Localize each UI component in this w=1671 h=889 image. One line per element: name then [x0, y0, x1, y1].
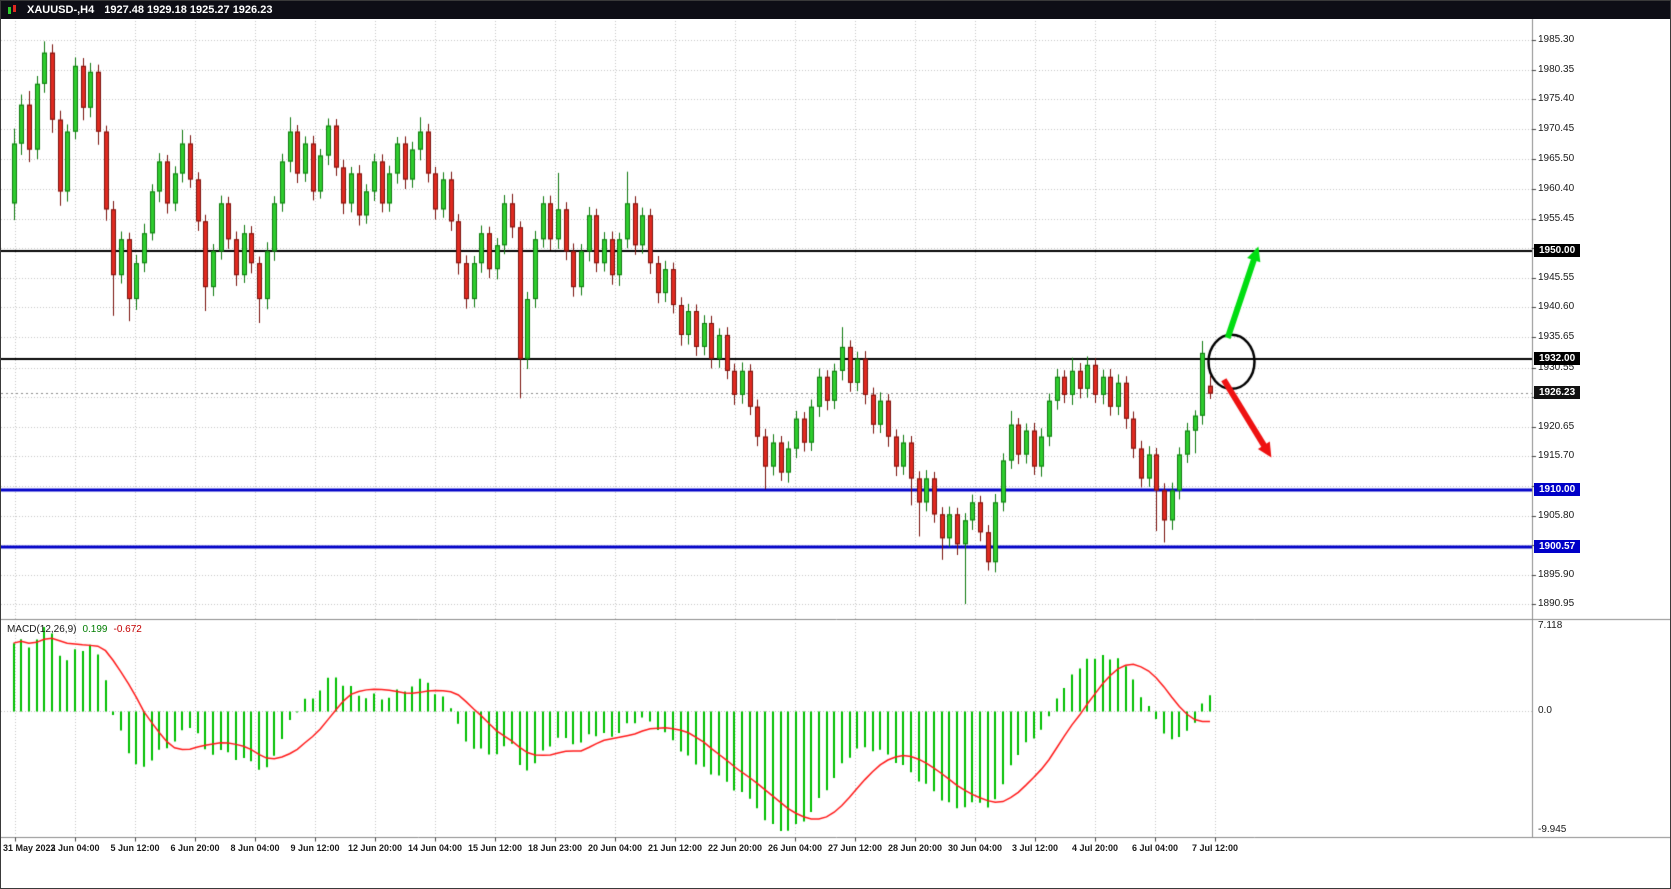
macd-name: MACD(12,26,9): [7, 624, 77, 635]
symbol-period-label: XAUUSD-,H4: [27, 4, 95, 16]
chart-title-bar[interactable]: XAUUSD-,H4 1927.48 1929.18 1925.27 1926.…: [1, 1, 1670, 19]
macd-indicator-label: MACD(12,26,9) 0.199 -0.672: [7, 624, 142, 635]
ohlc-values: 1927.48 1929.18 1925.27 1926.23: [104, 4, 273, 16]
macd-signal-value: -0.672: [113, 624, 142, 635]
candlestick-chart-icon: [7, 5, 17, 15]
macd-main-value: 0.199: [82, 624, 108, 635]
